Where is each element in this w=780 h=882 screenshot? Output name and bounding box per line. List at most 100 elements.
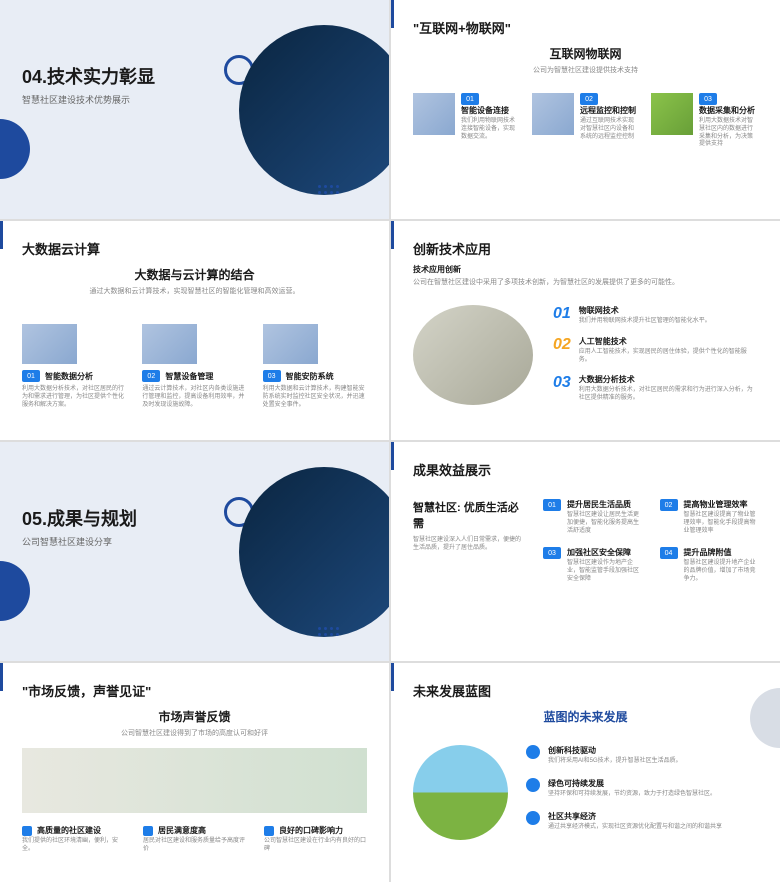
blueprint-image (413, 745, 508, 840)
items-row: 01智能数据分析 利用大数据分析技术，对社区居民的行为和需求进行管理，为社区提供… (22, 324, 367, 409)
item-badge: 02 (660, 499, 678, 511)
innovation-layout: 01 物联网技术我们并用物联网技术提升社区管理的智能化水平。 02 人工智能技术… (413, 305, 758, 413)
item: 绿色可持续发展坚持环保和可持续发展，节约资源，致力于打造绿色智慧社区。 (526, 778, 758, 799)
slide-section-05: 05.成果与规划 公司智慧社区建设分享 (0, 442, 389, 661)
item-title: 数据采集和分析 (699, 105, 758, 116)
item-title: 提升品牌附值 (684, 547, 759, 558)
slide-title: 创新技术应用 (413, 239, 758, 258)
item: 04提升品牌附值智慧社区建设提升地产企业的品牌价值，增加了市场竞争力。 (660, 547, 759, 583)
item: 03加强社区安全保障智慧社区建设作为地产企业，智能监管手段加强社区安全保障 (543, 547, 642, 583)
item-title: 高质量的社区建设 (37, 825, 101, 836)
item-text: 通过共享经济模式，实现社区资源优化配置与和谐之间的和谐共享 (548, 824, 722, 832)
item-title: 人工智能技术 (579, 336, 758, 347)
item-title: 大数据分析技术 (579, 374, 758, 385)
item-title: 智能安防系统 (286, 371, 334, 382)
item-title: 智能数据分析 (45, 371, 93, 382)
slide-benefits: 成果效益展示 智慧社区: 优质生活必需 智慧社区建设深入人们日常需求，便捷的生活… (391, 442, 780, 661)
item-number: 01 (553, 305, 571, 326)
item-text: 利用大数据和云计算技术，构建智能安防系统实时监控社区安全状况，并迅速处置安全事件… (263, 386, 367, 409)
item-icon (526, 811, 540, 825)
accent-line (391, 442, 394, 470)
item-title: 社区共享经济 (548, 811, 722, 822)
item-text: 智慧社区建设让居民生活更加便捷，智能化服务提高生活舒适度 (567, 512, 642, 535)
slide-desc: 公司智慧社区建设得到了市场的高度认可和好评 (22, 728, 367, 738)
slide-subtitle: 市场声誉反馈 (22, 708, 367, 725)
item-title: 良好的口碑影响力 (279, 825, 343, 836)
slide-innovation: 创新技术应用 技术应用创新 公司在智慧社区建设中采用了多项技术创新，为智慧社区的… (391, 221, 780, 440)
slide-subtitle: 互联网物联网 (413, 45, 758, 62)
benefit-desc: 智慧社区建设深入人们日常需求，便捷的生活品质，提升了居住品质。 (413, 537, 523, 553)
item-title: 提升居民生活品质 (567, 499, 642, 510)
item-text: 通过互联网技术实现对智慧社区内设备和系统的远程监控控制 (580, 118, 639, 141)
item-text: 居民对社区建设和服务质量给予高度评价 (143, 838, 246, 854)
slide-feedback: "市场反馈，声誉见证" 市场声誉反馈 公司智慧社区建设得到了市场的高度认可和好评… (0, 663, 389, 882)
item-badge: 02 (580, 93, 598, 105)
item-text: 我们并用物联网技术提升社区管理的智能化水平。 (579, 318, 711, 326)
slide-subtitle: 蓝图的未来发展 (413, 708, 758, 725)
feedback-row: 高质量的社区建设我们提供的社区环境清幽，便利，安全。 居民满意度高居民对社区建设… (22, 825, 367, 854)
slide-subtitle: 技术应用创新 (413, 264, 758, 275)
item-number: 03 (553, 374, 571, 403)
item: 高质量的社区建设我们提供的社区环境清幽，便利，安全。 (22, 825, 125, 854)
item-title: 提高物业管理效率 (684, 499, 759, 510)
item: 01 提升居民生活品质智慧社区建设让居民生活更加便捷，智能化服务提高生活舒适度 (543, 499, 642, 535)
item-thumb (651, 93, 693, 135)
slide-subtitle: 大数据与云计算的结合 (22, 266, 367, 283)
item-thumb (22, 324, 77, 364)
item-text: 我们提供的社区环境清幽，便利，安全。 (22, 838, 125, 854)
item: 01智能数据分析 利用大数据分析技术，对社区居民的行为和需求进行管理，为社区提供… (22, 324, 126, 409)
item-badge: 02 (142, 370, 160, 382)
item: 02 智慧设备管理 通过云计算技术，对社区内各类设施进行管理和监控，提高设备利用效… (142, 324, 246, 409)
item: 02 远程监控和控制 通过互联网技术实现对智慧社区内设备和系统的远程监控控制 (532, 93, 639, 149)
slide-title: "市场反馈，声誉见证" (22, 681, 367, 700)
items-row: 01 智能设备连接 我们利用物联网技术连接智能设备，实现数据交流。 02 远程监… (413, 93, 758, 149)
accent-line (0, 221, 3, 249)
decoration-dot (0, 119, 30, 179)
accent-line (391, 221, 394, 249)
item-title: 远程监控和控制 (580, 105, 639, 116)
item-title: 物联网技术 (579, 305, 711, 316)
slide-blueprint: 未来发展蓝图 蓝图的未来发展 创新科技驱动我们将采用AI和5G技术，提升智慧社区… (391, 663, 780, 882)
item-number: 02 (553, 336, 571, 365)
item-text: 利用大数据技术对智慧社区内的数据进行采集和分析，为决策提供支持 (699, 118, 758, 149)
item-thumb (263, 324, 318, 364)
slide-title: "互联网+物联网" (413, 18, 758, 37)
item-icon (143, 826, 153, 836)
slide-title: 未来发展蓝图 (413, 681, 758, 700)
item: 02 提高物业管理效率智慧社区建设提高了物业管理效率，智能化手段提高物业管理效率 (660, 499, 759, 535)
benefit-heading: 智慧社区: 优质生活必需 (413, 499, 523, 531)
slide-desc: 公司为智慧社区建设提供技术支持 (413, 65, 758, 75)
blueprint-layout: 创新科技驱动我们将采用AI和5G技术，提升智慧社区生活品质。 绿色可持续发展坚持… (413, 745, 758, 843)
slide-bigdata: 大数据云计算 大数据与云计算的结合 通过大数据和云计算技术，实现智慧社区的智能化… (0, 221, 389, 440)
item: 社区共享经济通过共享经济模式，实现社区资源优化配置与和谐之间的和谐共享 (526, 811, 758, 832)
item-title: 智能设备连接 (461, 105, 520, 116)
item-text: 智慧社区建设提高了物业管理效率，智能化手段提高物业管理效率 (684, 512, 759, 535)
item-text: 我们将采用AI和5G技术，提升智慧社区生活品质。 (548, 758, 682, 766)
item-title: 居民满意度高 (158, 825, 206, 836)
section-image (239, 25, 389, 195)
item-title: 绿色可持续发展 (548, 778, 716, 789)
item: 良好的口碑影响力公司智慧社区建设在行业内有良好的口碑 (264, 825, 367, 854)
item-text: 坚持环保和可持续发展，节约资源，致力于打造绿色智慧社区。 (548, 791, 716, 799)
item-thumb (142, 324, 197, 364)
item-icon (526, 745, 540, 759)
decoration-dot (0, 561, 30, 621)
item: 03 数据采集和分析 利用大数据技术对智慧社区内的数据进行采集和分析，为决策提供… (651, 93, 758, 149)
item: 03 大数据分析技术利用大数据分析技术，对社区居民的需求和行为进行深入分析，为社… (553, 374, 758, 403)
item-text: 智慧社区建设作为地产企业，智能监管手段加强社区安全保障 (567, 560, 642, 583)
item-text: 通过云计算技术，对社区内各类设施进行管理和监控，提高设备利用效率，并及时发现设施… (142, 386, 246, 409)
item: 02 人工智能技术应用人工智能技术，实现居民的居住体验，提供个性化的智能服务。 (553, 336, 758, 365)
item-title: 加强社区安全保障 (567, 547, 642, 558)
accent-line (391, 663, 394, 691)
innovation-image (413, 305, 533, 405)
slide-title: 成果效益展示 (413, 460, 758, 479)
innovation-list: 01 物联网技术我们并用物联网技术提升社区管理的智能化水平。 02 人工智能技术… (553, 305, 758, 413)
item-badge: 01 (543, 499, 561, 511)
accent-line (0, 663, 3, 691)
item-icon (22, 826, 32, 836)
slide-desc: 通过大数据和云计算技术，实现智慧社区的智能化管理和高效运营。 (22, 286, 367, 296)
item-badge: 01 (22, 370, 40, 382)
benefit-intro: 智慧社区: 优质生活必需 智慧社区建设深入人们日常需求，便捷的生活品质，提升了居… (413, 499, 523, 584)
benefit-grid: 01 提升居民生活品质智慧社区建设让居民生活更加便捷，智能化服务提高生活舒适度 0… (543, 499, 758, 584)
item-title: 智慧设备管理 (165, 371, 213, 382)
